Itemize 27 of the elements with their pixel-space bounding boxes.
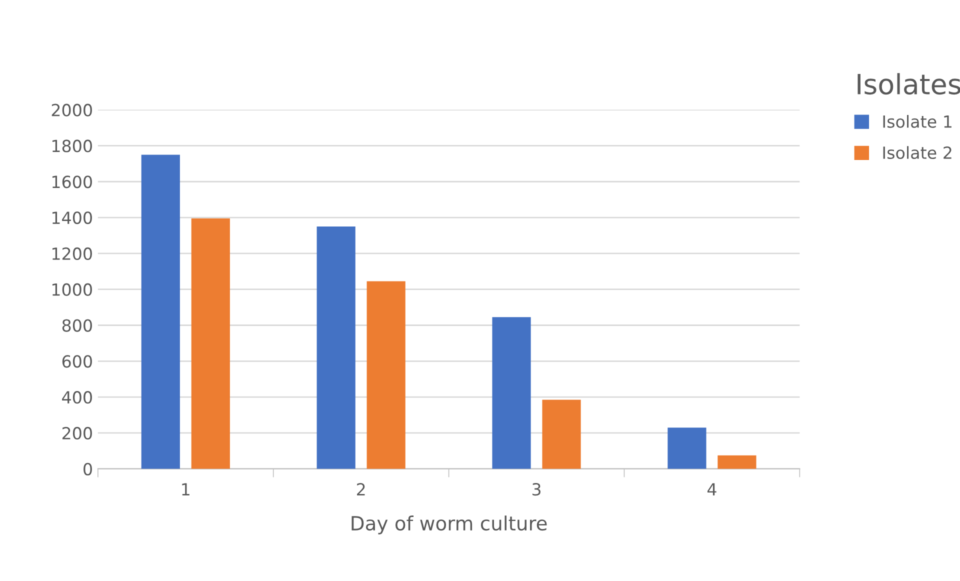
bar xyxy=(542,400,581,469)
legend-title: Isolates xyxy=(858,73,960,95)
x-axis-title: Day of worm culture xyxy=(352,516,547,534)
bar xyxy=(191,218,230,469)
bar xyxy=(366,281,406,469)
y-tick-label: 600 xyxy=(62,355,92,368)
y-tick-label: 1200 xyxy=(52,247,92,260)
y-tick-label: 800 xyxy=(62,319,92,332)
x-tick-label: 4 xyxy=(707,483,716,496)
y-tick-label: 200 xyxy=(62,426,92,440)
bar xyxy=(718,455,756,469)
y-tick-label: 2000 xyxy=(52,104,92,116)
bar xyxy=(668,428,706,469)
bar xyxy=(316,226,356,469)
bar xyxy=(492,317,531,469)
y-tick-label: 0 xyxy=(84,462,92,476)
x-tick-label: 2 xyxy=(357,483,365,496)
bar xyxy=(141,154,180,469)
y-tick-label: 1000 xyxy=(52,283,92,296)
x-tick-label: 3 xyxy=(532,483,540,496)
legend-label: Isolate 1 xyxy=(883,114,952,128)
legend-label: Isolate 2 xyxy=(883,146,952,160)
y-tick-label: 1600 xyxy=(52,176,92,188)
x-tick-label: 1 xyxy=(182,483,190,496)
y-tick-label: 400 xyxy=(62,391,92,404)
y-tick-label: 1400 xyxy=(52,211,92,224)
y-tick-label: 1800 xyxy=(52,140,92,152)
